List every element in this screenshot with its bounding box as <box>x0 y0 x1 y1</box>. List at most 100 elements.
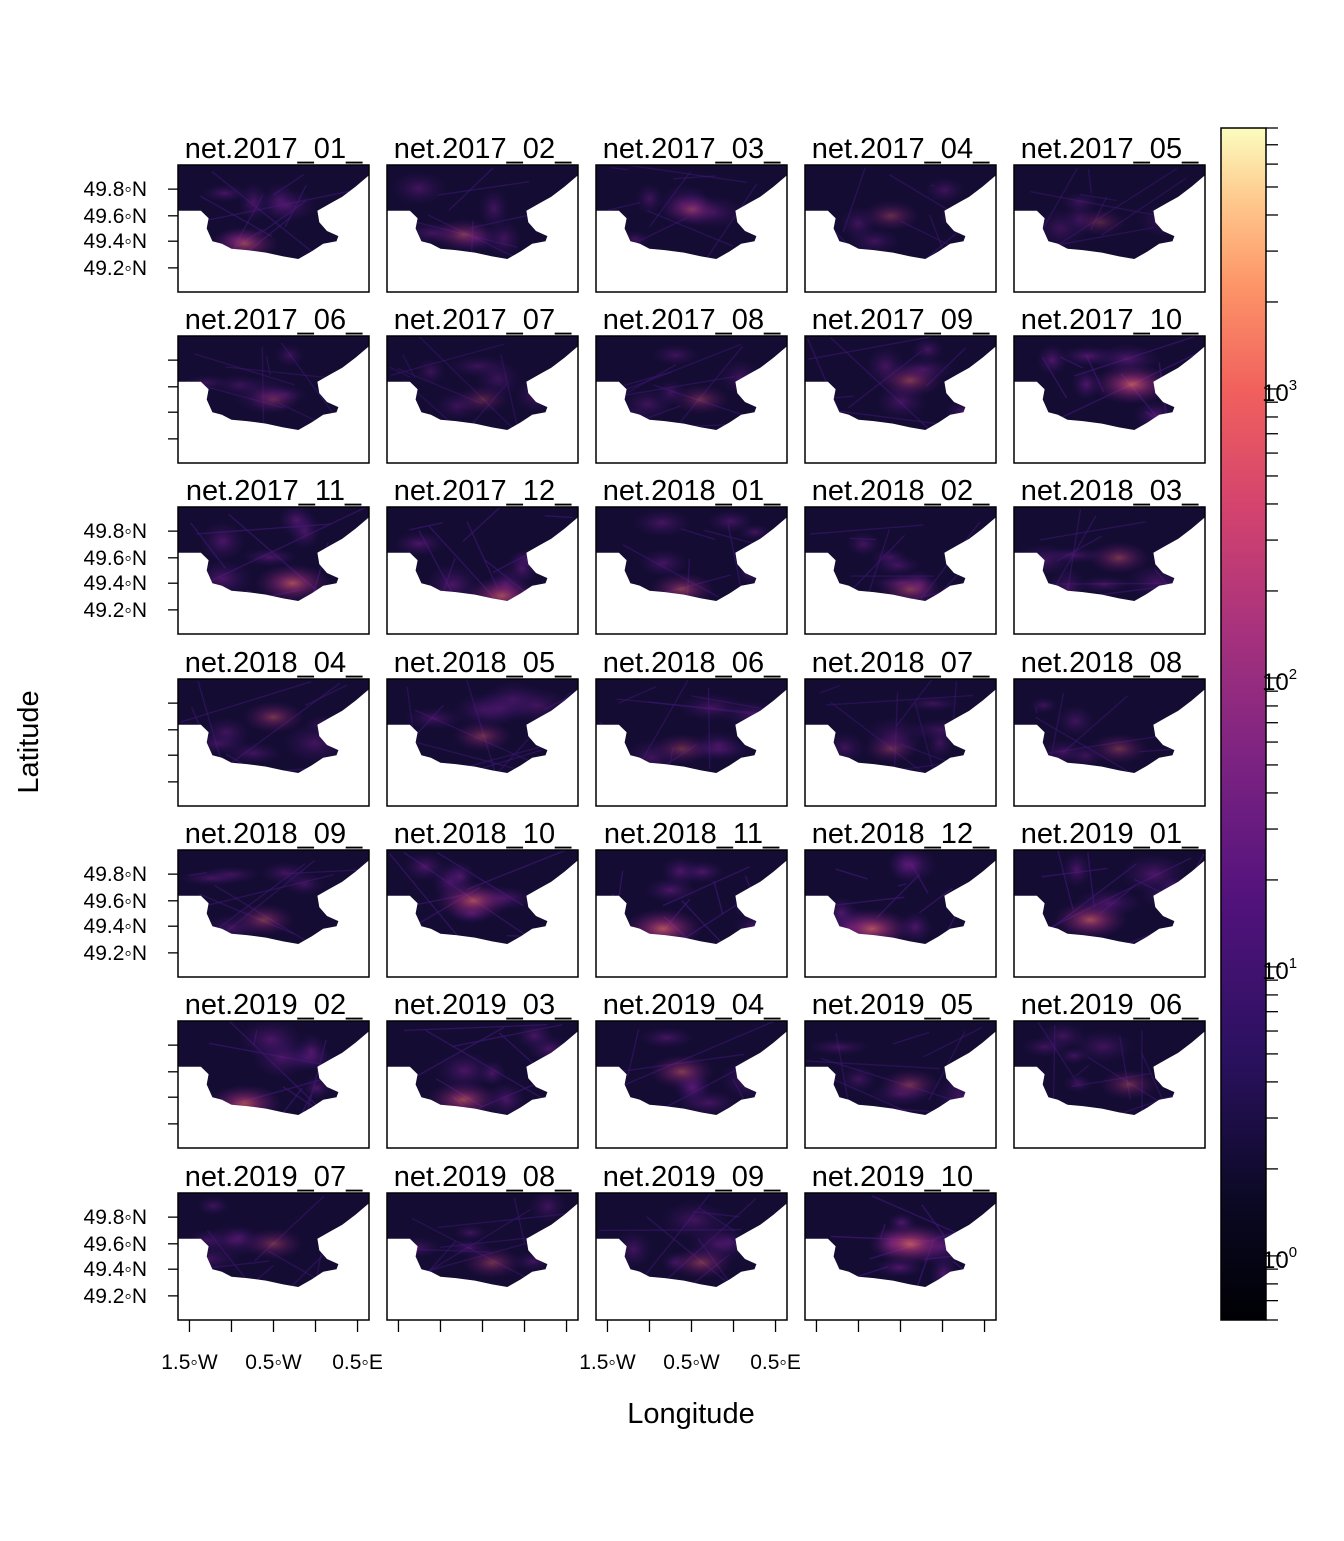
panel-raster <box>805 165 996 292</box>
map-panel: net.2019_07_ <box>173 1161 369 1320</box>
colorbar-ticks <box>1266 128 1281 1320</box>
activity-patch <box>177 870 245 886</box>
panel-raster <box>1014 165 1205 292</box>
activity-patch <box>453 1224 488 1241</box>
activity-patch <box>257 189 318 223</box>
panel-title: net.2017_06_ <box>185 304 363 336</box>
panel-title: net.2017_01_ <box>185 133 363 165</box>
panel-raster <box>805 679 996 806</box>
activity-patch <box>283 872 326 896</box>
hotspot <box>455 385 510 414</box>
panel-raster <box>596 1021 787 1148</box>
activity-patch <box>414 358 446 386</box>
map-panel: net.2018_11_ <box>596 818 787 977</box>
y-tick-label: 49.2◦N <box>84 257 147 280</box>
colorbar-ramp <box>1221 128 1266 1320</box>
map-panel: net.2017_11_ <box>178 475 369 634</box>
panel-raster <box>387 850 578 977</box>
activity-patch <box>392 531 446 557</box>
hotspot <box>879 1069 940 1101</box>
activity-patch <box>278 503 315 536</box>
activity-patch <box>1036 344 1068 377</box>
y-tick-label: 49.2◦N <box>84 942 147 965</box>
map-panel: net.2019_10_ <box>805 1161 996 1320</box>
map-panel: net.2018_02_ <box>805 475 996 634</box>
activity-patch <box>1061 851 1092 889</box>
y-tick-label: 49.6◦N <box>84 205 147 228</box>
panel-title: net.2019_02_ <box>185 989 363 1021</box>
colorbar-label-exp: 2 <box>1289 666 1297 683</box>
colorbar-label-exp: 0 <box>1289 1244 1297 1261</box>
panel-title: net.2017_12_ <box>394 475 572 507</box>
y-tick-label: 49.8◦N <box>84 520 147 543</box>
panel-raster <box>596 1193 787 1320</box>
panel-title: net.2017_08_ <box>603 304 781 336</box>
panel-title: net.2019_06_ <box>1021 989 1199 1021</box>
map-panel: net.2019_08_ <box>387 1161 578 1320</box>
x-tick-label: 0.5◦E <box>332 1351 383 1374</box>
map-panel: net.2017_07_ <box>387 304 578 463</box>
colorbar-label-exp: 3 <box>1289 377 1297 394</box>
y-tick-label: 49.4◦N <box>84 1258 147 1281</box>
panel-title: net.2019_07_ <box>185 1161 363 1193</box>
x-tick-label: 0.5◦W <box>245 1351 302 1374</box>
y-tick-label: 49.8◦N <box>84 178 147 201</box>
hotspot <box>672 384 731 415</box>
panel-raster <box>596 165 787 292</box>
activity-patch <box>650 344 701 367</box>
panel-raster <box>596 850 787 977</box>
panel-title: net.2017_03_ <box>603 133 781 165</box>
colorbar-label-base: 10 <box>1262 380 1289 407</box>
y-tick-label: 49.4◦N <box>84 915 147 938</box>
map-panel: net.2019_06_ <box>1014 989 1205 1148</box>
map-panel: net.2018_07_ <box>805 647 996 806</box>
panel-title: net.2018_04_ <box>185 647 363 679</box>
hotspot <box>868 1223 952 1265</box>
panel-title: net.2019_01_ <box>1021 818 1199 850</box>
map-panel: net.2017_06_ <box>178 304 369 463</box>
hotspot <box>1089 733 1149 764</box>
panel-title: net.2018_07_ <box>812 647 990 679</box>
y-axis-title: Latitude <box>13 690 45 793</box>
panel-raster <box>387 336 578 463</box>
panel-title: net.2019_03_ <box>394 989 572 1021</box>
activity-patch <box>631 508 693 538</box>
x-tick-label: 0.5◦E <box>750 1351 801 1374</box>
hotspot <box>877 363 943 397</box>
map-panel: net.2019_04_ <box>596 989 787 1148</box>
map-panel: net.2017_09_ <box>805 304 996 463</box>
map-panel: net.2019_05_ <box>805 989 996 1148</box>
activity-patch <box>274 343 306 368</box>
activity-patch <box>903 696 962 712</box>
panel-raster <box>1014 1021 1205 1148</box>
panel-title: net.2017_02_ <box>394 133 572 165</box>
panel-raster <box>596 336 787 463</box>
colorbar-label: 103 <box>1262 377 1297 407</box>
activity-patch <box>706 509 755 533</box>
panel-raster <box>596 679 787 806</box>
panel-raster <box>1014 336 1205 463</box>
map-panel: net.2017_10_ <box>1014 304 1205 463</box>
activity-patch <box>923 176 966 204</box>
colorbar-label-base: 10 <box>1262 1247 1289 1274</box>
hotspot <box>862 734 919 764</box>
activity-patch <box>1062 1074 1093 1093</box>
hotspot <box>243 1228 304 1260</box>
colorbar-label-exp: 1 <box>1289 955 1297 972</box>
x-tick-label: 1.5◦W <box>161 1351 218 1374</box>
hotspot <box>652 733 712 764</box>
panel-raster <box>387 165 578 292</box>
panel-title: net.2017_04_ <box>812 133 990 165</box>
panel-title: net.2019_04_ <box>603 989 781 1021</box>
panel-title: net.2018_09_ <box>185 818 363 850</box>
activity-patch <box>886 846 937 885</box>
hotspot <box>1073 208 1127 236</box>
map-panel: net.2018_03_ <box>1012 475 1205 634</box>
map-panel: net.2017_04_ <box>805 133 996 292</box>
panel-title: net.2018_03_ <box>1021 475 1199 507</box>
hotspot <box>862 200 921 231</box>
panel-raster <box>178 503 369 634</box>
